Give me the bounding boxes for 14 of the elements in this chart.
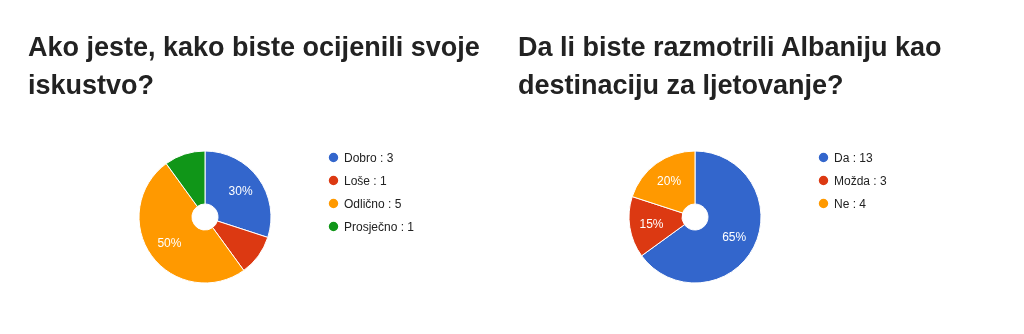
legend-label: Ne : 4 [834, 196, 867, 211]
chart-title: Da li biste razmotrili Albaniju kao destinaciju za ljetovanje? [518, 31, 943, 102]
legend-label: Prosječno : 1 [344, 219, 415, 234]
legend-label: Da : 13 [834, 150, 874, 165]
legend-label: Odlično : 5 [344, 196, 402, 211]
legend-label: Možda : 3 [834, 173, 888, 188]
data-label: 30% [228, 184, 253, 199]
data-label: 50% [157, 235, 182, 250]
data-label: 20% [657, 174, 682, 189]
data-label: 65% [722, 229, 747, 244]
chart-title: Ako jeste, kako biste ocijenili svoje iskustvo? [28, 31, 481, 102]
legend-label: Loše : 1 [344, 173, 388, 188]
data-label: 15% [639, 216, 664, 231]
legend-label: Dobro : 3 [344, 150, 394, 165]
